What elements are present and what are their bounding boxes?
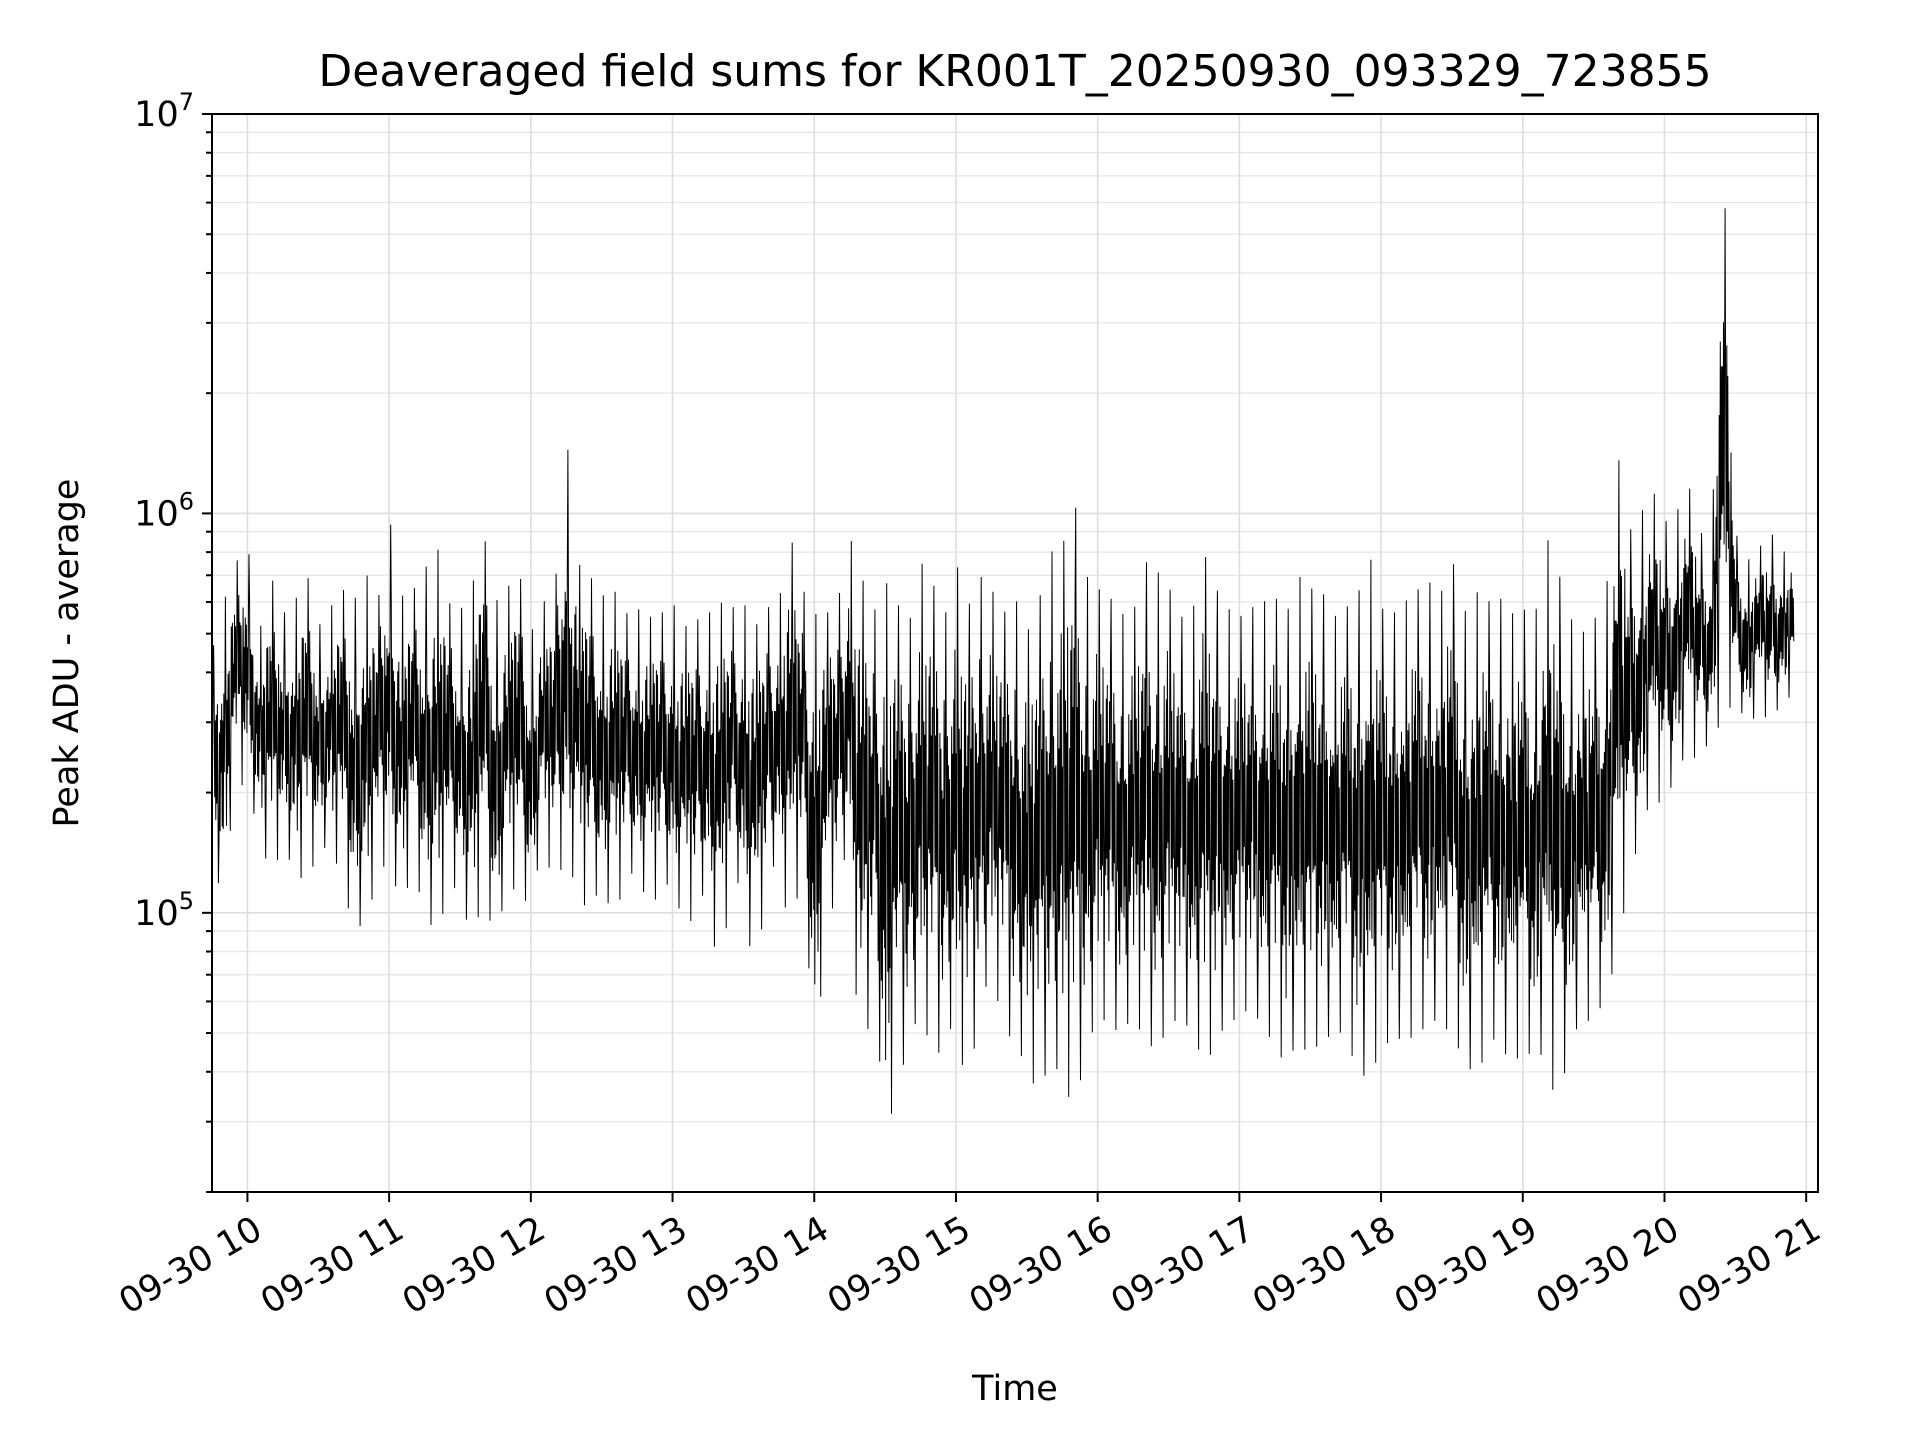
y-tick-label: 107 — [134, 88, 194, 135]
axes-frame — [211, 113, 1819, 1193]
x-axis-label: Time — [971, 1369, 1058, 1409]
y-axis: 105 106 107 — [134, 88, 212, 1193]
plot-area — [211, 208, 1795, 1114]
chart-title: Deaveraged field sums for KR001T_2025093… — [318, 46, 1711, 97]
series-line — [211, 208, 1795, 1114]
y-axis-label: Peak ADU - average — [47, 479, 87, 828]
y-tick-label: 105 — [134, 887, 194, 934]
y-tick-label: 106 — [134, 487, 194, 534]
